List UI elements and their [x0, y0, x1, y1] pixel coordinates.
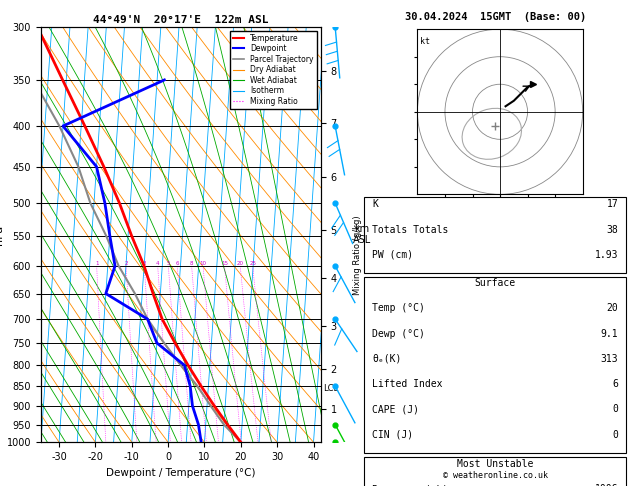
- Text: 15: 15: [221, 261, 228, 266]
- Text: Temp (°C): Temp (°C): [372, 303, 425, 313]
- Text: PW (cm): PW (cm): [372, 250, 413, 260]
- Text: 2: 2: [125, 261, 128, 266]
- Text: 6: 6: [175, 261, 179, 266]
- Text: 5: 5: [167, 261, 170, 266]
- Text: 3: 3: [143, 261, 146, 266]
- Text: CIN (J): CIN (J): [372, 430, 413, 440]
- Legend: Temperature, Dewpoint, Parcel Trajectory, Dry Adiabat, Wet Adiabat, Isotherm, Mi: Temperature, Dewpoint, Parcel Trajectory…: [230, 31, 317, 109]
- Text: 313: 313: [601, 354, 618, 364]
- Text: 20: 20: [606, 303, 618, 313]
- Text: © weatheronline.co.uk: © weatheronline.co.uk: [443, 471, 548, 480]
- Text: θₑ(K): θₑ(K): [372, 354, 402, 364]
- Title: 44°49'N  20°17'E  122m ASL: 44°49'N 20°17'E 122m ASL: [93, 15, 269, 25]
- Text: 8: 8: [190, 261, 193, 266]
- Text: 1.93: 1.93: [595, 250, 618, 260]
- Text: Totals Totals: Totals Totals: [372, 225, 448, 235]
- Text: 4: 4: [156, 261, 159, 266]
- Y-axis label: hPa: hPa: [0, 225, 4, 244]
- Text: 1006: 1006: [595, 484, 618, 486]
- Text: kt: kt: [420, 37, 430, 47]
- Bar: [364, 457, 626, 486]
- Text: 0: 0: [613, 430, 618, 440]
- Text: Pressure (mb): Pressure (mb): [372, 484, 448, 486]
- Text: 9.1: 9.1: [601, 329, 618, 339]
- Text: Lifted Index: Lifted Index: [372, 379, 443, 389]
- Text: 17: 17: [606, 199, 618, 209]
- X-axis label: Dewpoint / Temperature (°C): Dewpoint / Temperature (°C): [106, 468, 255, 478]
- Text: Most Unstable: Most Unstable: [457, 459, 533, 469]
- Text: 0: 0: [613, 404, 618, 415]
- Text: 1: 1: [95, 261, 98, 266]
- Text: 6: 6: [613, 379, 618, 389]
- Bar: [364, 197, 626, 273]
- Text: 25: 25: [249, 261, 256, 266]
- Text: 30.04.2024  15GMT  (Base: 00): 30.04.2024 15GMT (Base: 00): [404, 12, 586, 22]
- Text: K: K: [372, 199, 378, 209]
- Text: 20: 20: [237, 261, 243, 266]
- Text: Dewp (°C): Dewp (°C): [372, 329, 425, 339]
- Text: Mixing Ratio (g/kg): Mixing Ratio (g/kg): [353, 215, 362, 295]
- Text: CAPE (J): CAPE (J): [372, 404, 420, 415]
- Text: 38: 38: [606, 225, 618, 235]
- Text: LCL: LCL: [323, 383, 338, 393]
- Text: Surface: Surface: [475, 278, 516, 288]
- Y-axis label: km
ASL: km ASL: [353, 224, 371, 245]
- Text: 10: 10: [199, 261, 206, 266]
- Bar: [364, 277, 626, 453]
